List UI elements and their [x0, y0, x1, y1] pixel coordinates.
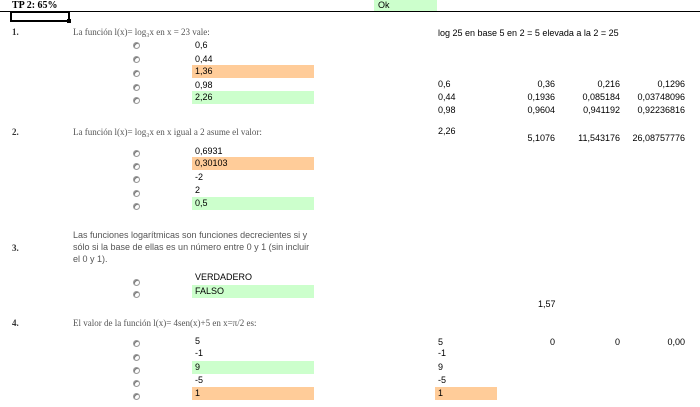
table-cell: 0,216 [597, 79, 620, 89]
table-cell: 0,1296 [657, 79, 685, 89]
ok-cell [374, 0, 437, 11]
table-cell: 0,00 [667, 337, 685, 347]
question-number: 1. [12, 27, 19, 37]
radio-button[interactable] [133, 279, 140, 286]
table-cell: 1,57 [538, 299, 556, 309]
table-cell: 0,941192 [583, 105, 620, 115]
radio-button[interactable] [133, 291, 140, 298]
answer-option-correct: FALSO [192, 285, 314, 298]
question-number: 3. [12, 243, 19, 253]
radio-button[interactable] [133, 176, 140, 183]
answer-option: 2 [195, 185, 201, 195]
answer-option: 5 [195, 336, 201, 346]
radio-button[interactable] [133, 97, 140, 104]
answer-option: 0,44 [195, 54, 213, 64]
fill-handle[interactable] [67, 19, 71, 23]
table-cell: 0,44 [438, 92, 456, 102]
question-text: La función l(x)= log₃x en x igual a 2 as… [73, 127, 262, 137]
side-note: log 25 en base 5 en 2 = 5 elevada a la 2… [438, 28, 619, 38]
table-cell: 2,26 [438, 126, 456, 136]
table-cell: 0,36 [537, 79, 555, 89]
radio-button[interactable] [133, 163, 140, 170]
answer-option-wrong: 1 [192, 387, 314, 400]
answer-option: 0,6 [195, 40, 208, 50]
question-number: 4. [12, 318, 19, 328]
answer-option: 0,6931 [195, 146, 223, 156]
table-cell: 5,1076 [527, 133, 555, 143]
radio-button[interactable] [133, 367, 140, 374]
table-cell: 0 [614, 337, 620, 347]
ok-label: Ok [378, 0, 390, 10]
table-cell: -1 [438, 348, 447, 358]
page-title: TP 2: 65% [12, 0, 58, 11]
radio-button[interactable] [133, 203, 140, 210]
table-cell: 11,543176 [578, 133, 620, 143]
answer-option: -2 [195, 172, 204, 182]
question-number: 2. [12, 127, 19, 137]
answer-option-correct: 0,5 [192, 197, 314, 210]
radio-button[interactable] [133, 393, 140, 400]
table-cell: -5 [438, 375, 447, 385]
radio-button[interactable] [133, 150, 140, 157]
table-cell: 0,1936 [527, 92, 555, 102]
answer-option: 0,98 [195, 80, 213, 90]
answer-option-correct: 2,26 [192, 91, 314, 104]
radio-button[interactable] [133, 380, 140, 387]
radio-button[interactable] [133, 340, 140, 347]
question-text: La función l(x)= log₃x en x = 23 vale: [73, 27, 210, 37]
answer-option-wrong: 1,36 [192, 65, 314, 78]
radio-button[interactable] [133, 354, 140, 361]
table-cell: 0,03748096 [637, 92, 685, 102]
table-cell: 26,08757776 [632, 133, 685, 143]
table-cell: 0,98 [438, 105, 456, 115]
table-cell: 0,92236816 [637, 105, 685, 115]
question-text: El valor de la función l(x)= 4sen(x)+5 e… [73, 318, 257, 328]
answer-option-correct: 9 [192, 361, 314, 374]
radio-button[interactable] [133, 42, 140, 49]
table-cell: 0,9604 [527, 105, 555, 115]
radio-button[interactable] [133, 190, 140, 197]
selected-cell[interactable] [10, 11, 70, 22]
radio-button[interactable] [133, 84, 140, 91]
question-text: Las funciones logarítmicas son funciones… [73, 230, 310, 264]
table-cell: 0,6 [438, 79, 451, 89]
table-cell: 0,085184 [582, 92, 620, 102]
table-cell-wrong: 1 [435, 387, 497, 400]
radio-button[interactable] [133, 56, 140, 63]
table-cell: 5 [438, 337, 444, 347]
table-cell: 0 [549, 337, 555, 347]
answer-option: -1 [195, 348, 204, 358]
answer-option: VERDADERO [195, 272, 253, 282]
answer-option: -5 [195, 375, 204, 385]
answer-option-wrong: 0,30103 [192, 157, 314, 170]
radio-button[interactable] [133, 70, 140, 77]
header-divider [0, 11, 700, 12]
table-cell: 9 [438, 362, 444, 372]
